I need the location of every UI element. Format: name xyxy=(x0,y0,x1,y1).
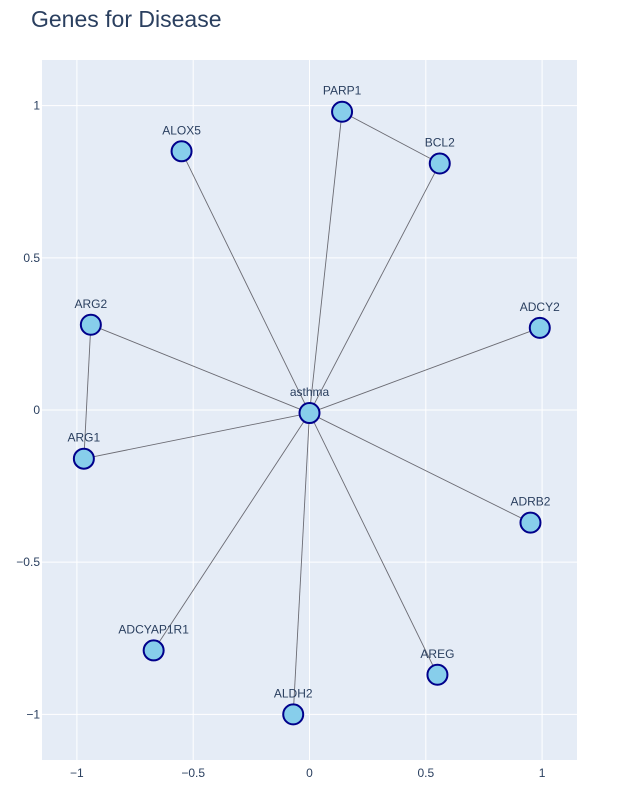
node-adcyap1r1[interactable] xyxy=(142,639,165,662)
x-tick-label: 0.5 xyxy=(417,766,434,780)
edge-asthma-parp1 xyxy=(309,111,343,414)
x-tick-label: 1 xyxy=(539,766,546,780)
node-label-alox5: ALOX5 xyxy=(162,123,201,137)
node-alox5[interactable] xyxy=(170,140,193,163)
y-tick-label: 0.5 xyxy=(23,251,40,265)
node-arg2[interactable] xyxy=(79,313,102,336)
edge-asthma-arg1 xyxy=(83,412,310,460)
edge-asthma-adcy2 xyxy=(309,327,540,414)
node-areg[interactable] xyxy=(426,663,449,686)
edge-asthma-arg2 xyxy=(90,324,310,414)
edge-layer xyxy=(83,111,540,715)
x-tick-label: −0.5 xyxy=(181,766,205,780)
node-asthma[interactable] xyxy=(298,402,321,425)
y-tick-label: −0.5 xyxy=(16,555,40,569)
node-label-adrb2: ADRB2 xyxy=(510,495,550,509)
y-tick-label: 0 xyxy=(33,403,40,417)
y-tick-label: 1 xyxy=(33,99,40,113)
edge-parp1-bcl2 xyxy=(341,111,440,164)
node-label-bcl2: BCL2 xyxy=(425,135,455,149)
edge-asthma-aldh2 xyxy=(292,413,310,715)
edge-asthma-adrb2 xyxy=(309,412,531,524)
node-label-asthma: asthma xyxy=(290,385,330,399)
node-label-arg2: ARG2 xyxy=(75,297,108,311)
node-label-adcy2: ADCY2 xyxy=(520,300,560,314)
node-label-aldh2: ALDH2 xyxy=(274,686,313,700)
x-tick-label: −1 xyxy=(70,766,84,780)
node-aldh2[interactable] xyxy=(282,703,305,726)
x-tick-label: 0 xyxy=(306,766,313,780)
y-axis-ticks: 1 0.5 0 −0.5 −1 xyxy=(16,99,40,722)
node-bcl2[interactable] xyxy=(428,152,451,175)
x-axis-ticks: −1 −0.5 0 0.5 1 xyxy=(70,766,546,780)
edge-asthma-alox5 xyxy=(181,151,310,414)
edge-asthma-areg xyxy=(309,412,438,675)
node-adcy2[interactable] xyxy=(528,316,551,339)
y-tick-label: −1 xyxy=(26,707,40,721)
edge-asthma-bcl2 xyxy=(309,163,441,414)
chart-title: Genes for Disease xyxy=(31,6,222,32)
node-parp1[interactable] xyxy=(331,100,354,123)
node-label-layer: asthma PARP1 BCL2 ALOX5 ADCY2 ARG2 ARG1 ADRB2 AD… xyxy=(68,84,561,701)
node-layer xyxy=(72,100,551,726)
edge-asthma-adcyap1r1 xyxy=(153,412,310,651)
node-label-adcyap1r1: ADCYAP1R1 xyxy=(118,622,189,636)
node-label-arg1: ARG1 xyxy=(68,431,101,445)
node-adrb2[interactable] xyxy=(519,511,542,534)
node-label-parp1: PARP1 xyxy=(323,84,362,98)
node-label-areg: AREG xyxy=(420,647,454,661)
node-arg1[interactable] xyxy=(72,447,95,470)
edge-arg2-arg1 xyxy=(83,324,92,459)
